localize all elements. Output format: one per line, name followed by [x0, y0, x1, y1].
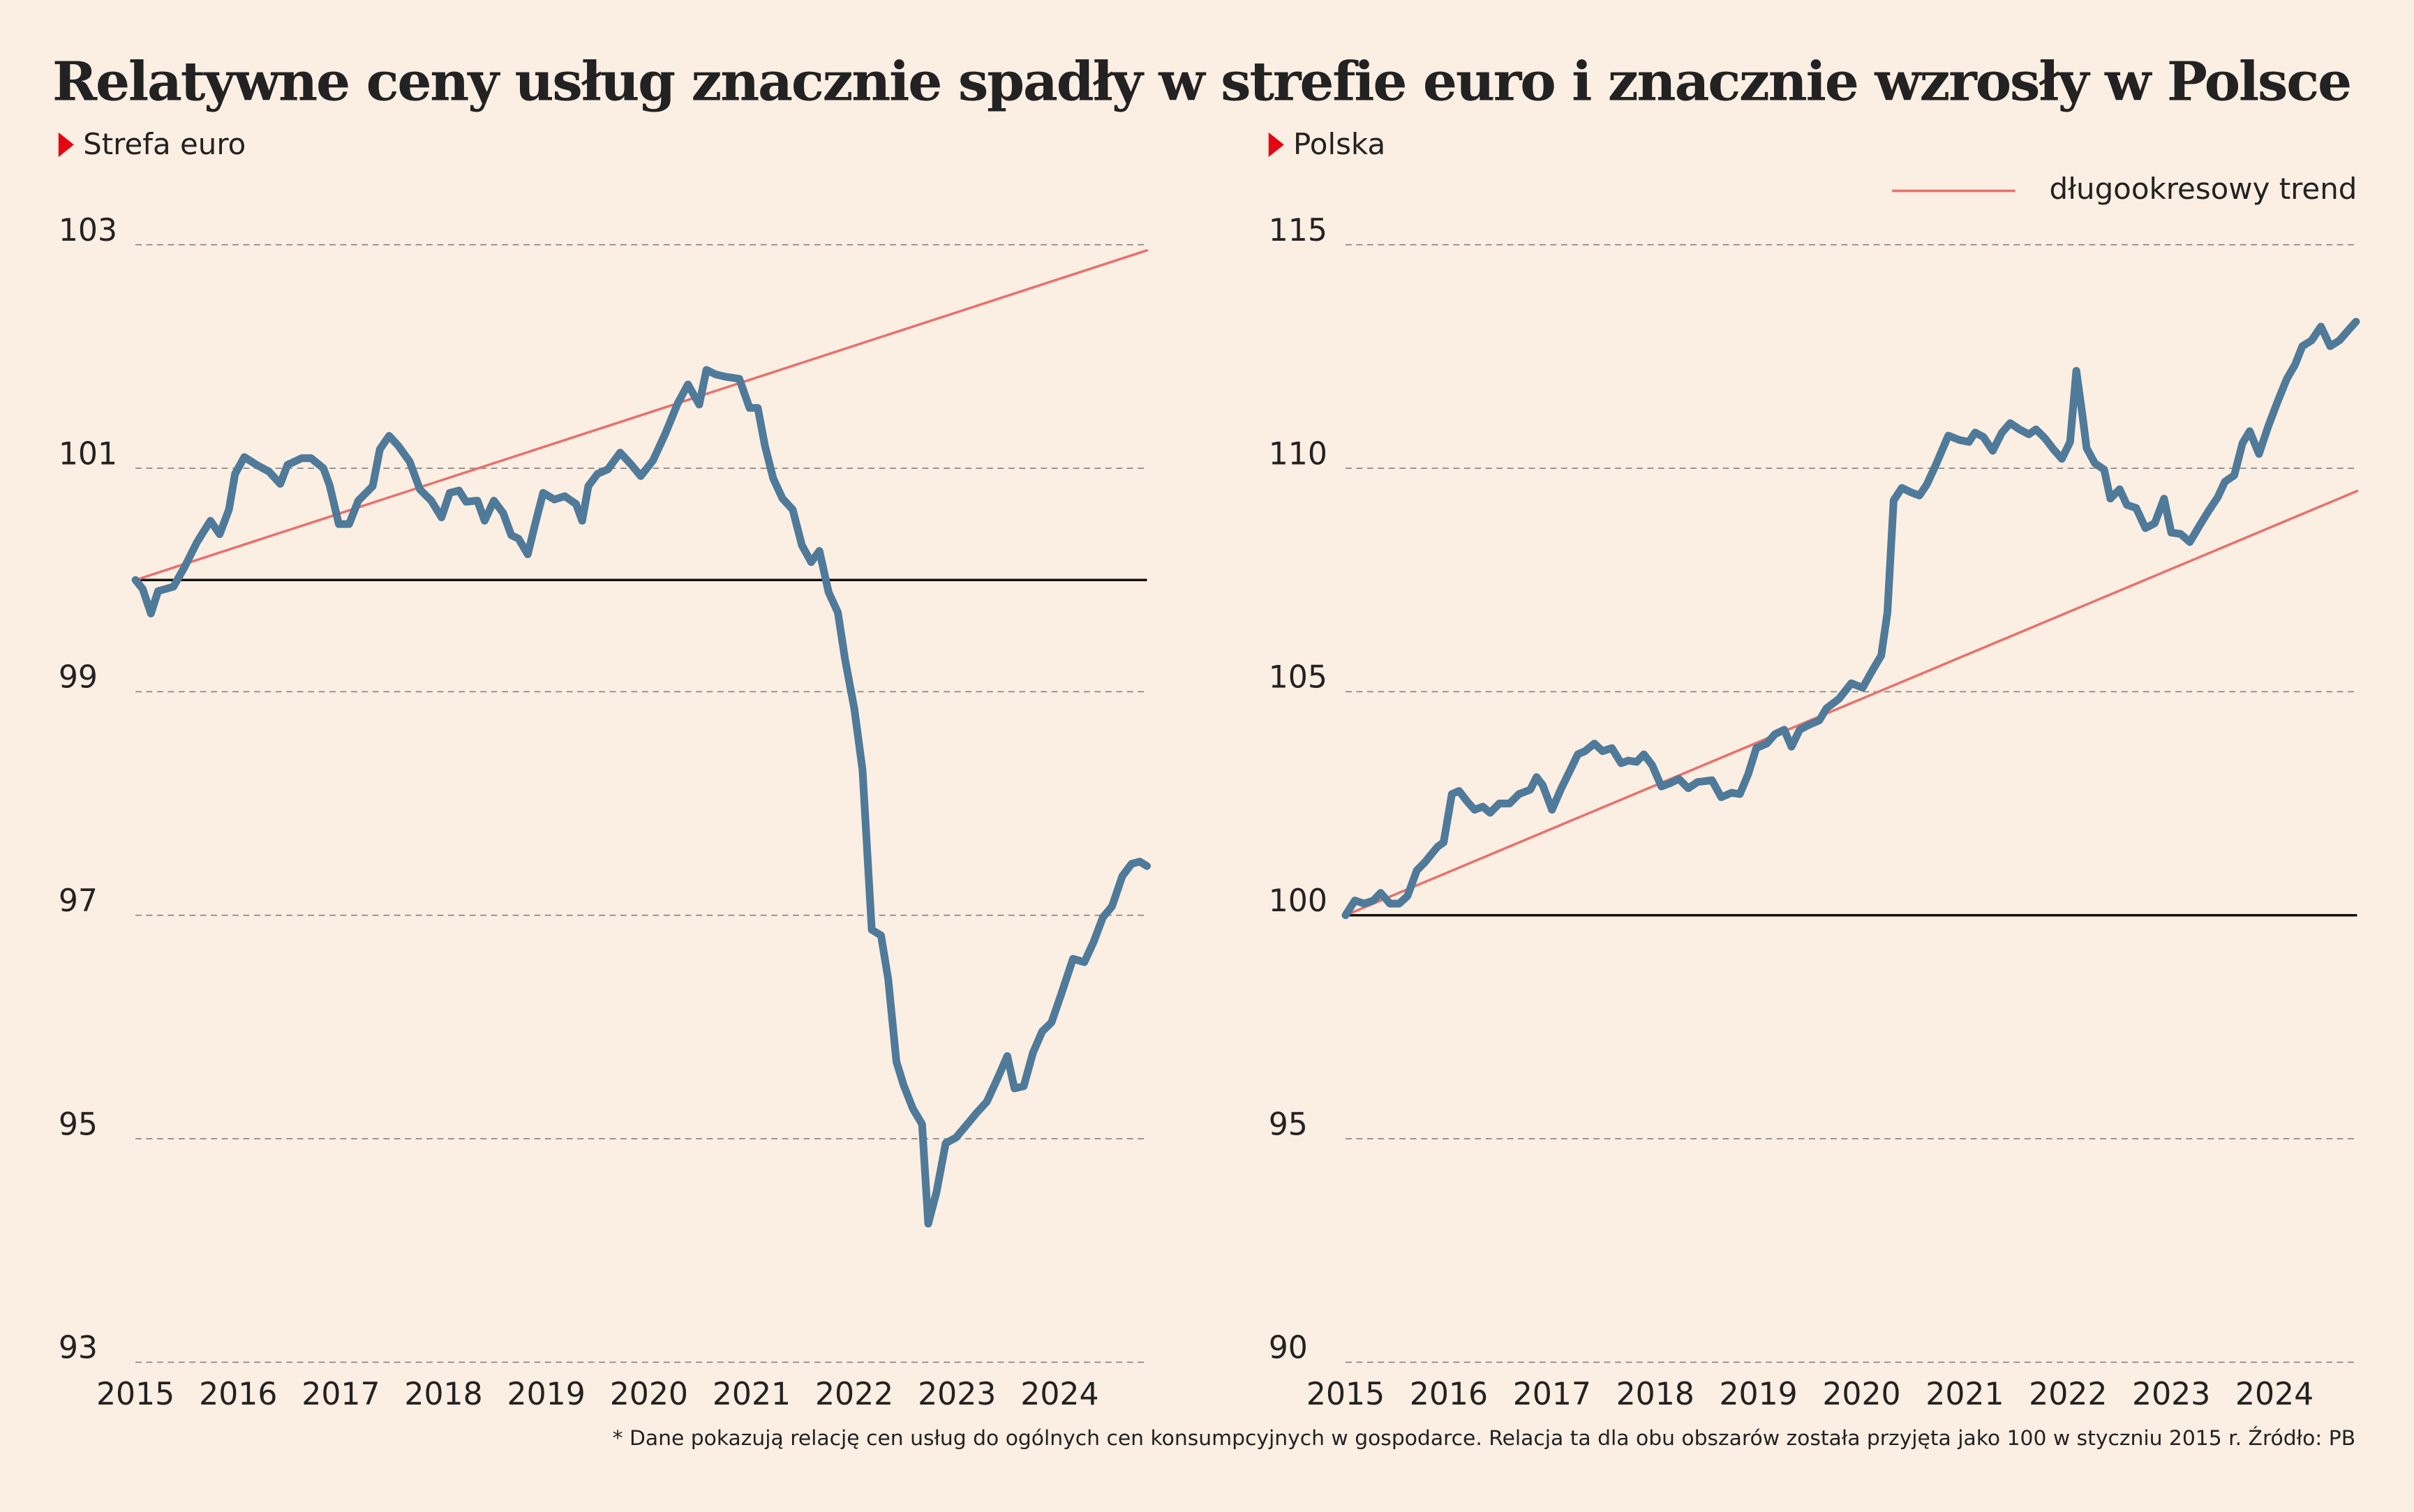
x-tick-label: 2020	[1822, 1377, 1900, 1412]
y-tick-label: 115	[1269, 213, 1327, 248]
panel-title: Polska	[1293, 127, 1385, 161]
y-tick-label: 95	[59, 1107, 98, 1142]
y-tick-label: 100	[1269, 883, 1327, 919]
page-title: Relatywne ceny usług znacznie spadły w s…	[52, 51, 2350, 114]
y-tick-label: 101	[59, 436, 117, 472]
y-tick-label: 105	[1269, 660, 1327, 696]
x-tick-label: 2022	[2029, 1377, 2107, 1412]
trend-line	[134, 249, 1149, 582]
x-tick-label: 2018	[1616, 1377, 1694, 1412]
x-tick-label: 2016	[199, 1377, 277, 1412]
y-tick-label: 103	[59, 213, 117, 248]
x-tick-label: 2023	[918, 1377, 996, 1412]
x-tick-label: 2022	[815, 1377, 893, 1412]
legend-label: długookresowy trend	[2050, 172, 2357, 206]
subtitle-marker	[1268, 132, 1284, 158]
x-tick-label: 2023	[2132, 1377, 2210, 1412]
y-tick-label: 95	[1269, 1107, 1308, 1142]
x-tick-label: 2021	[1925, 1377, 2004, 1412]
x-tick-label: 2016	[1410, 1377, 1488, 1412]
x-tick-label: 2019	[507, 1377, 586, 1412]
trend-line	[1344, 489, 2359, 917]
data-line	[1341, 317, 2360, 920]
x-tick-label: 2020	[610, 1377, 688, 1412]
x-tick-label: 2018	[404, 1377, 482, 1412]
footnote: * Dane pokazują relację cen usług do ogó…	[613, 1425, 2356, 1451]
x-tick-label: 2015	[96, 1377, 174, 1412]
x-tick-label: 2017	[1513, 1377, 1591, 1412]
x-tick-label: 2024	[1020, 1377, 1098, 1412]
x-tick-label: 2017	[301, 1377, 380, 1412]
x-tick-label: 2019	[1719, 1377, 1797, 1412]
y-tick-label: 90	[1269, 1331, 1308, 1366]
subtitle-marker	[58, 132, 74, 158]
y-tick-label: 99	[59, 660, 98, 696]
x-tick-label: 2021	[713, 1377, 791, 1412]
x-tick-label: 2015	[1306, 1377, 1385, 1412]
x-tick-label: 2024	[2235, 1377, 2314, 1412]
y-tick-label: 93	[59, 1331, 98, 1366]
y-tick-label: 110	[1269, 436, 1327, 472]
data-line	[131, 366, 1151, 1228]
panel-title: Strefa euro	[83, 127, 246, 161]
y-tick-label: 97	[59, 883, 98, 919]
